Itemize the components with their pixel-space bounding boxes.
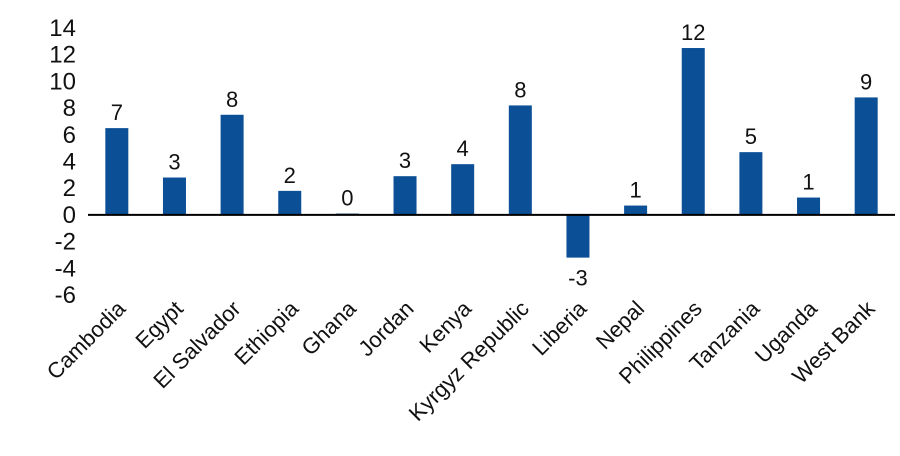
bar xyxy=(854,97,878,215)
bar xyxy=(624,205,648,215)
data-label: 8 xyxy=(226,87,238,112)
data-label: 1 xyxy=(629,178,641,203)
y-tick-label: 14 xyxy=(49,15,76,42)
bar xyxy=(566,214,590,258)
data-label: 12 xyxy=(681,20,705,45)
y-tick-label: -4 xyxy=(55,255,76,282)
data-label: 4 xyxy=(457,136,469,161)
data-label: 3 xyxy=(168,150,180,175)
bars xyxy=(105,48,878,258)
data-label: -3 xyxy=(568,266,588,291)
data-label: 3 xyxy=(399,148,411,173)
y-tick-label: 2 xyxy=(63,175,76,202)
category-label: Jordan xyxy=(353,296,418,361)
y-tick-label: 8 xyxy=(63,95,76,122)
bar xyxy=(508,105,532,215)
bar xyxy=(162,177,186,215)
bar xyxy=(105,128,129,215)
bar xyxy=(681,48,705,215)
data-label: 2 xyxy=(284,163,296,188)
y-tick-label: 0 xyxy=(63,202,76,229)
y-tick-label: 10 xyxy=(49,68,76,95)
bar xyxy=(220,114,244,215)
bar xyxy=(739,152,763,215)
bar xyxy=(451,164,475,215)
y-tick-label: 12 xyxy=(49,42,76,69)
y-tick-label: 4 xyxy=(63,149,76,176)
category-label: Liberia xyxy=(527,295,592,360)
data-label: 9 xyxy=(860,69,872,94)
category-label: Ghana xyxy=(297,295,362,360)
category-label: Ethiopia xyxy=(229,295,303,369)
y-tick-label: -2 xyxy=(55,229,76,256)
data-label: 1 xyxy=(802,170,814,195)
y-tick-label: -6 xyxy=(55,282,76,309)
bar xyxy=(797,197,821,215)
y-tick-label: 6 xyxy=(63,122,76,149)
data-label: 7 xyxy=(111,100,123,125)
data-label: 0 xyxy=(341,186,353,211)
data-labels: 7 3 8 2 0 3 4 8 -3 1 12 5 1 9 xyxy=(111,20,873,291)
data-label: 5 xyxy=(745,124,757,149)
bar xyxy=(278,190,302,215)
bar xyxy=(393,176,417,215)
data-label: 8 xyxy=(514,77,526,102)
